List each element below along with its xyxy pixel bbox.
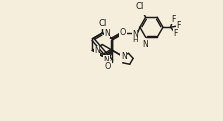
Text: F: F [174,29,178,38]
Text: N: N [104,29,110,38]
Text: N: N [103,56,109,65]
Text: F: F [177,21,181,30]
Text: N: N [121,52,127,61]
Text: N: N [94,46,100,55]
Text: N: N [142,40,148,49]
Text: H: H [132,37,138,43]
Text: N: N [132,30,138,39]
Text: O: O [105,62,111,71]
Text: Cl: Cl [98,19,107,28]
Text: O: O [120,28,126,37]
Text: Cl: Cl [136,2,144,11]
Text: F: F [171,15,176,24]
